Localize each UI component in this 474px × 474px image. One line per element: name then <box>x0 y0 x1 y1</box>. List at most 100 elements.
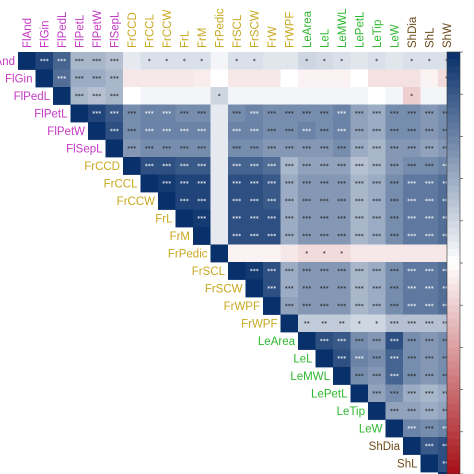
heatmap-cell <box>350 174 369 193</box>
significance-marker: *** <box>320 338 329 345</box>
heatmap-cell <box>333 209 351 228</box>
colorbar-segment <box>447 459 460 468</box>
heatmap-cell <box>245 244 264 263</box>
significance-marker: * <box>410 58 413 65</box>
heatmap-cell <box>193 192 211 210</box>
significance-marker: *** <box>302 215 311 222</box>
heatmap-cell <box>333 104 351 123</box>
column-label: LeArea <box>302 10 314 48</box>
significance-marker: *** <box>425 285 434 292</box>
heatmap-cell <box>385 402 404 420</box>
significance-marker: *** <box>197 198 206 205</box>
heatmap-cell <box>263 122 281 140</box>
column-label: FlAnd <box>22 18 34 48</box>
heatmap-cell <box>210 139 229 158</box>
significance-marker: *** <box>267 163 276 170</box>
heatmap-cell <box>420 122 439 140</box>
significance-marker: *** <box>285 303 294 310</box>
heatmap-cell <box>315 244 334 263</box>
colorbar-segment <box>447 73 460 81</box>
heatmap-cell <box>280 192 299 210</box>
significance-marker: *** <box>232 215 241 222</box>
heatmap-cell <box>193 209 211 228</box>
heatmap-cell <box>403 87 421 105</box>
significance-marker: *** <box>267 268 276 275</box>
colorbar-segment <box>447 424 460 433</box>
row-label: FrCCL <box>104 178 138 190</box>
row-label: FrCCD <box>84 161 120 173</box>
heatmap-cell <box>368 69 386 88</box>
heatmap-cell <box>193 52 211 70</box>
heatmap-cell <box>228 69 246 88</box>
heatmap-cell <box>298 279 316 298</box>
heatmap-cell <box>53 87 71 105</box>
heatmap-cell <box>420 279 439 298</box>
significance-marker: *** <box>407 180 416 187</box>
significance-marker: *** <box>162 145 171 152</box>
heatmap-cell <box>403 314 421 333</box>
colorbar-segment <box>447 333 460 341</box>
significance-marker: *** <box>145 110 154 117</box>
heatmap-cell <box>420 209 439 228</box>
heatmap-cell <box>263 174 281 193</box>
heatmap-cell <box>158 52 176 70</box>
heatmap-cell <box>193 104 211 123</box>
heatmap-cell <box>315 104 334 123</box>
colorbar-segment <box>447 220 460 229</box>
heatmap-cell <box>333 52 351 70</box>
heatmap-cell <box>193 157 211 175</box>
significance-marker: * <box>253 58 256 65</box>
significance-marker: *** <box>407 128 416 135</box>
significance-marker: *** <box>250 145 259 152</box>
colorbar-segment <box>447 270 460 278</box>
significance-marker: *** <box>372 390 381 397</box>
significance-marker: *** <box>267 198 276 205</box>
row-label: FrWPF <box>224 301 260 313</box>
significance-marker: *** <box>372 355 381 362</box>
significance-marker: *** <box>425 373 434 380</box>
colorbar-segment <box>447 255 460 264</box>
heatmap-cell <box>245 139 264 158</box>
row-label: LeTip <box>337 406 365 418</box>
heatmap-cell <box>420 349 439 368</box>
significance-marker: *** <box>320 215 329 222</box>
heatmap-cell <box>298 122 316 140</box>
heatmap-cell <box>350 192 369 210</box>
row-labels: FlAnd FlGin FlPedL FlPetL FlPetW FlSepL FrCCD F… <box>0 56 418 471</box>
significance-marker: *** <box>337 285 346 292</box>
heatmap-cell <box>385 332 404 350</box>
heatmap-cell <box>280 69 299 88</box>
heatmap-cell <box>368 52 386 70</box>
heatmap-cell <box>245 157 264 175</box>
heatmap-cell <box>420 437 439 455</box>
column-label: FlPetW <box>92 10 104 48</box>
heatmap-cell <box>263 262 281 280</box>
significance-marker: *** <box>232 110 241 117</box>
significance-marker: *** <box>390 390 399 397</box>
heatmap-cell <box>210 122 229 140</box>
significance-marker: *** <box>302 198 311 205</box>
significance-marker: *** <box>337 180 346 187</box>
heatmap-cell <box>228 139 246 158</box>
significance-marker: * <box>428 58 431 65</box>
heatmap-cell <box>368 174 386 193</box>
heatmap-cell <box>420 87 439 105</box>
column-label: LeW <box>389 24 401 48</box>
heatmap-cell <box>175 52 194 70</box>
heatmap-cell <box>123 122 141 140</box>
row-label: FlAnd <box>0 56 15 68</box>
heatmap-cell <box>140 69 159 88</box>
column-label: FlPetL <box>74 14 86 48</box>
significance-marker: *** <box>425 268 434 275</box>
heatmap-cell <box>403 174 421 193</box>
significance-marker: *** <box>337 338 346 345</box>
heatmap-cell <box>350 104 369 123</box>
heatmap-cell <box>420 52 439 70</box>
significance-marker: *** <box>372 110 381 117</box>
significance-marker: *** <box>285 198 294 205</box>
significance-marker: *** <box>145 128 154 135</box>
row-label: LeMWL <box>290 371 330 383</box>
significance-marker: *** <box>250 198 259 205</box>
heatmap-cell <box>280 104 299 123</box>
heatmap-cell <box>228 174 246 193</box>
